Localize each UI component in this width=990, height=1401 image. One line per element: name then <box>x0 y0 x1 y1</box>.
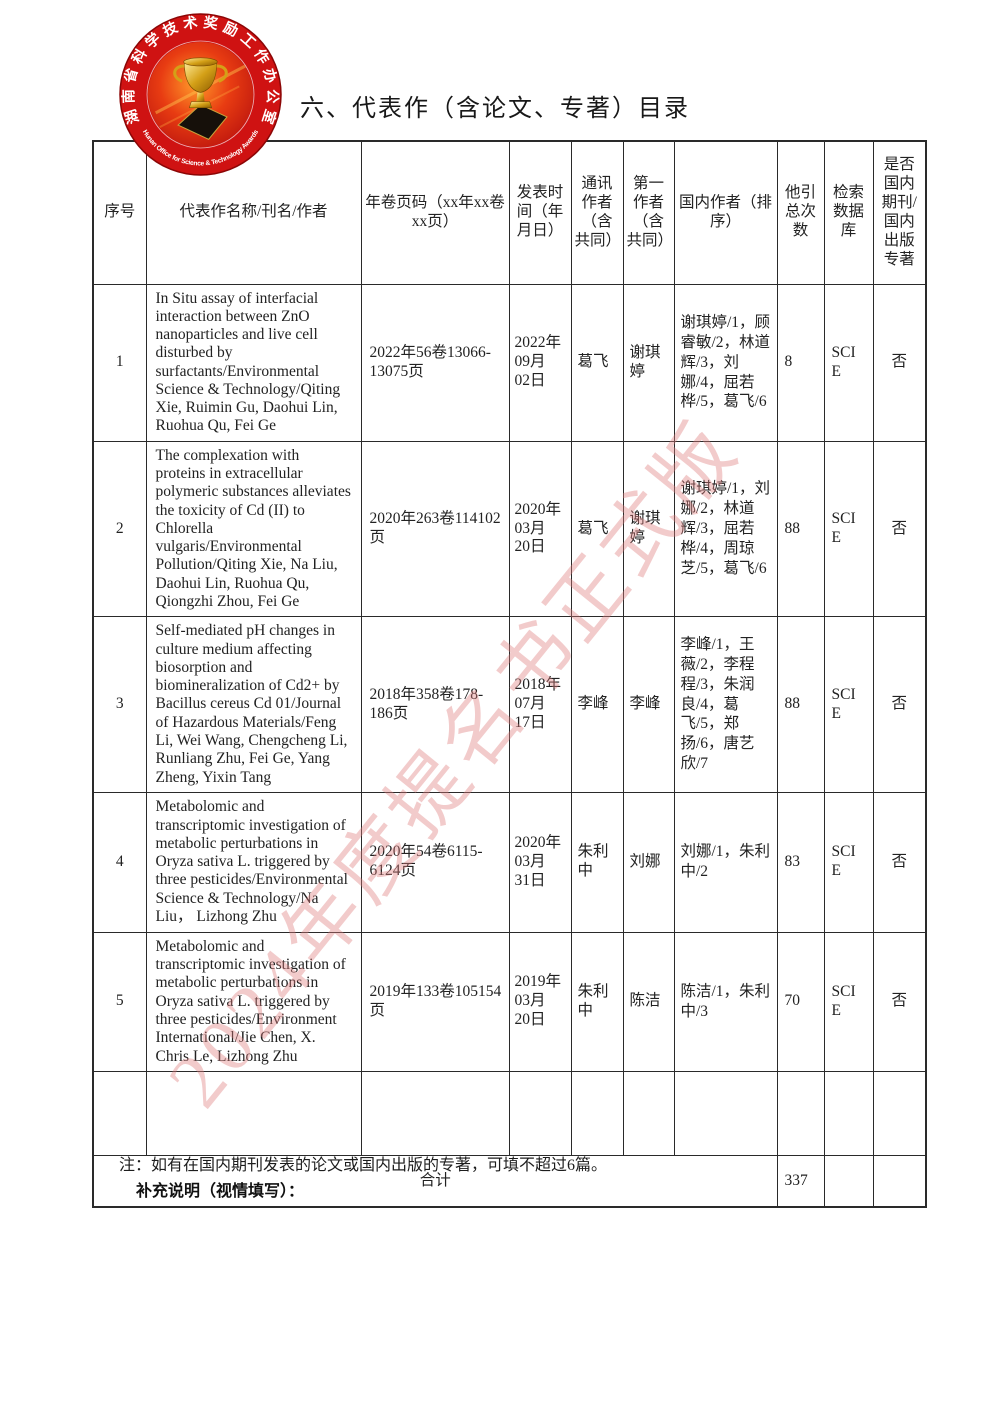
cell-database: SCIE <box>823 616 874 793</box>
cell-domestic-authors: 谢琪婷/1，顾睿敏/2，林道辉/3，刘娜/4，屈若桦/5，葛飞/6 <box>673 283 778 442</box>
cell-corresponding-author: 葛飞 <box>570 283 624 442</box>
footnote: 注：如有在国内期刊发表的论文或国内出版的专著，可填不超过6篇。 <box>119 1157 608 1174</box>
cell-first-author: 谢琪婷 <box>622 440 675 618</box>
cell-pages: 2022年56卷13066-13075页 <box>360 283 510 442</box>
col-header-no: 序号 <box>92 140 147 285</box>
cell-corresponding-author: 葛飞 <box>570 440 624 618</box>
table-body: 1 In Situ assay of interfacial interacti… <box>92 283 927 1072</box>
cell-database: SCIE <box>823 791 874 933</box>
cell-citations: 70 <box>776 931 825 1072</box>
cell-date: 2020年 03月 31日 <box>508 791 572 933</box>
table-row: 2 The complexation with proteins in extr… <box>92 440 927 618</box>
cell-domestic-authors: 陈洁/1，朱利中/3 <box>673 931 778 1072</box>
col-header-domestic-authors: 国内作者（排序） <box>673 140 778 285</box>
cell-citations: 88 <box>776 440 825 618</box>
header-row: 序号 代表作名称/刊名/作者 年卷页码（xx年xx卷xx页） 发表时间（年月日）… <box>92 140 927 285</box>
cell-title: Metabolomic and transcriptomic investiga… <box>145 791 362 933</box>
col-header-database: 检索数据库 <box>823 140 874 285</box>
table-row: 5 Metabolomic and transcriptomic investi… <box>92 931 927 1072</box>
cell-title: In Situ assay of interfacial interaction… <box>145 283 362 442</box>
cell-first-author: 陈洁 <box>622 931 675 1072</box>
cell-no: 4 <box>92 791 147 933</box>
cell-date: 2020年 03月 20日 <box>508 440 572 618</box>
supplement-label: 补充说明（视情填写）： <box>136 1183 305 1200</box>
empty-row <box>92 1070 927 1156</box>
cell-no: 1 <box>92 283 147 442</box>
cell-corresponding-author: 朱利中 <box>570 791 624 933</box>
col-header-pages: 年卷页码（xx年xx卷xx页） <box>360 140 510 285</box>
cell-date: 2022年 09月 02日 <box>508 283 572 442</box>
cell-domestic-flag: 否 <box>872 283 927 442</box>
cell-database: SCIE <box>823 283 874 442</box>
table-row: 1 In Situ assay of interfacial interacti… <box>92 283 927 442</box>
table-row: 3 Self-mediated pH changes in culture me… <box>92 616 927 793</box>
cell-pages: 2020年54卷6115-6124页 <box>360 791 510 933</box>
col-header-first-author: 第一作者（含共同） <box>622 140 675 285</box>
cell-domestic-authors: 李峰/1，王薇/2，李程程/3，朱润良/4，葛飞/5，郑扬/6，唐艺欣/7 <box>673 616 778 793</box>
col-header-domestic-flag: 是否国内期刊/国内出版专著 <box>872 140 927 285</box>
cell-date: 2018年 07月 17日 <box>508 616 572 793</box>
cell-domestic-flag: 否 <box>872 440 927 618</box>
cell-first-author: 谢琪婷 <box>622 283 675 442</box>
page-title: 六、代表作（含论文、专著）目录 <box>300 96 690 122</box>
cell-no: 3 <box>92 616 147 793</box>
table-row: 4 Metabolomic and transcriptomic investi… <box>92 791 927 933</box>
cell-domestic-authors: 谢琪婷/1，刘娜/2，林道辉/3，屈若桦/4，周琼芝/5，葛飞/6 <box>673 440 778 618</box>
cell-title: Self-mediated pH changes in culture medi… <box>145 616 362 793</box>
cell-pages: 2020年263卷114102页 <box>360 440 510 618</box>
total-citations: 337 <box>776 1154 825 1208</box>
cell-first-author: 李峰 <box>622 616 675 793</box>
cell-title: Metabolomic and transcriptomic investiga… <box>145 931 362 1072</box>
representative-works-table: 序号 代表作名称/刊名/作者 年卷页码（xx年xx卷xx页） 发表时间（年月日）… <box>92 140 927 1209</box>
hunan-award-office-seal: 湖南省科学技术奖励工作办公室 Hunan Office for Science … <box>119 13 282 176</box>
trophy-icon <box>173 57 228 140</box>
cell-citations: 8 <box>776 283 825 442</box>
cell-date: 2019年 03月 20日 <box>508 931 572 1072</box>
cell-citations: 88 <box>776 616 825 793</box>
cell-no: 2 <box>92 440 147 618</box>
cell-domestic-authors: 刘娜/1，朱利中/2 <box>673 791 778 933</box>
cell-corresponding-author: 朱利中 <box>570 931 624 1072</box>
total-row: 合计 337 <box>92 1154 927 1208</box>
cell-domestic-flag: 否 <box>872 791 927 933</box>
cell-database: SCIE <box>823 931 874 1072</box>
total-label: 合计 <box>92 1154 778 1208</box>
cell-citations: 83 <box>776 791 825 933</box>
cell-domestic-flag: 否 <box>872 931 927 1072</box>
cell-title: The complexation with proteins in extrac… <box>145 440 362 618</box>
cell-first-author: 刘娜 <box>622 791 675 933</box>
cell-corresponding-author: 李峰 <box>570 616 624 793</box>
col-header-date: 发表时间（年月日） <box>508 140 572 285</box>
col-header-citations: 他引总次数 <box>776 140 825 285</box>
col-header-corresponding: 通讯作者（含共同） <box>570 140 624 285</box>
cell-pages: 2019年133卷105154页 <box>360 931 510 1072</box>
representative-works-table-wrap: 序号 代表作名称/刊名/作者 年卷页码（xx年xx卷xx页） 发表时间（年月日）… <box>92 140 927 1209</box>
cell-database: SCIE <box>823 440 874 618</box>
cell-domestic-flag: 否 <box>872 616 927 793</box>
cell-pages: 2018年358卷178-186页 <box>360 616 510 793</box>
cell-no: 5 <box>92 931 147 1072</box>
